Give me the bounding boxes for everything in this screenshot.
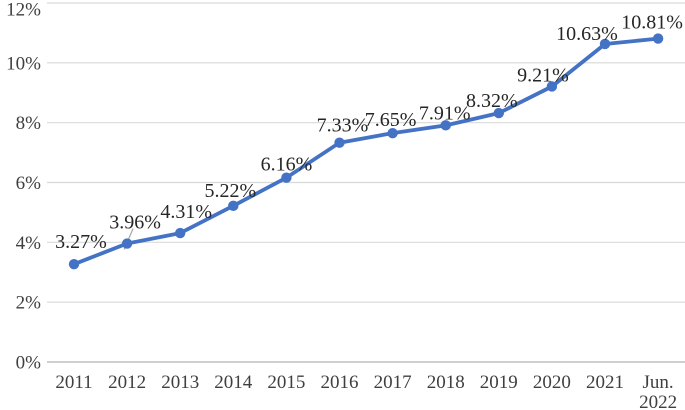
x-tick-label: 2011 (55, 372, 92, 393)
data-point-marker (175, 227, 186, 239)
x-tick-label: 2013 (161, 372, 199, 393)
data-point-marker (228, 200, 239, 212)
data-label: 7.91% (419, 102, 471, 124)
data-point-marker (440, 120, 451, 131)
data-label: 3.27% (55, 231, 107, 253)
x-tick-label: 2012 (108, 372, 146, 393)
data-label: 5.22% (204, 180, 256, 202)
x-tick-label: 2014 (214, 372, 253, 393)
data-label: 7.33% (317, 115, 369, 137)
y-tick-label: 12% (6, 0, 41, 21)
data-label: 10.81% (621, 12, 683, 34)
x-tick-label: 2016 (321, 372, 359, 393)
data-label: 4.31% (160, 201, 212, 223)
data-label: 10.63% (556, 23, 618, 45)
y-tick-label: 2% (16, 293, 42, 314)
data-label: 7.65% (365, 109, 417, 131)
data-point-marker (281, 172, 292, 183)
data-label: 6.16% (261, 154, 313, 176)
data-point-marker (387, 127, 398, 139)
x-tick-label: 2019 (480, 372, 518, 393)
x-tick-label: 2022 (639, 392, 677, 410)
data-point-marker (334, 137, 345, 148)
y-tick-label: 8% (16, 113, 42, 134)
x-tick-label: 2017 (374, 372, 412, 393)
y-tick-label: 0% (16, 353, 42, 374)
data-point-marker (652, 33, 664, 44)
data-point-marker (121, 238, 133, 249)
y-tick-label: 4% (16, 233, 42, 254)
data-label: 3.96% (109, 212, 161, 234)
data-label: 9.21% (517, 64, 569, 86)
y-tick-label: 10% (6, 53, 41, 74)
y-tick-label: 6% (16, 173, 42, 194)
data-point-marker (546, 81, 558, 92)
data-label: 8.32% (466, 90, 518, 112)
data-point-marker (493, 107, 504, 119)
x-tick-label: 2021 (586, 372, 624, 393)
x-tick-label: Jun. (643, 372, 674, 393)
series-line (72, 36, 660, 267)
data-point-marker (599, 38, 611, 50)
x-tick-label: 2018 (427, 372, 465, 393)
x-tick-label: 2015 (267, 372, 305, 393)
data-point-marker (68, 258, 80, 270)
x-tick-label: 2020 (533, 372, 571, 393)
